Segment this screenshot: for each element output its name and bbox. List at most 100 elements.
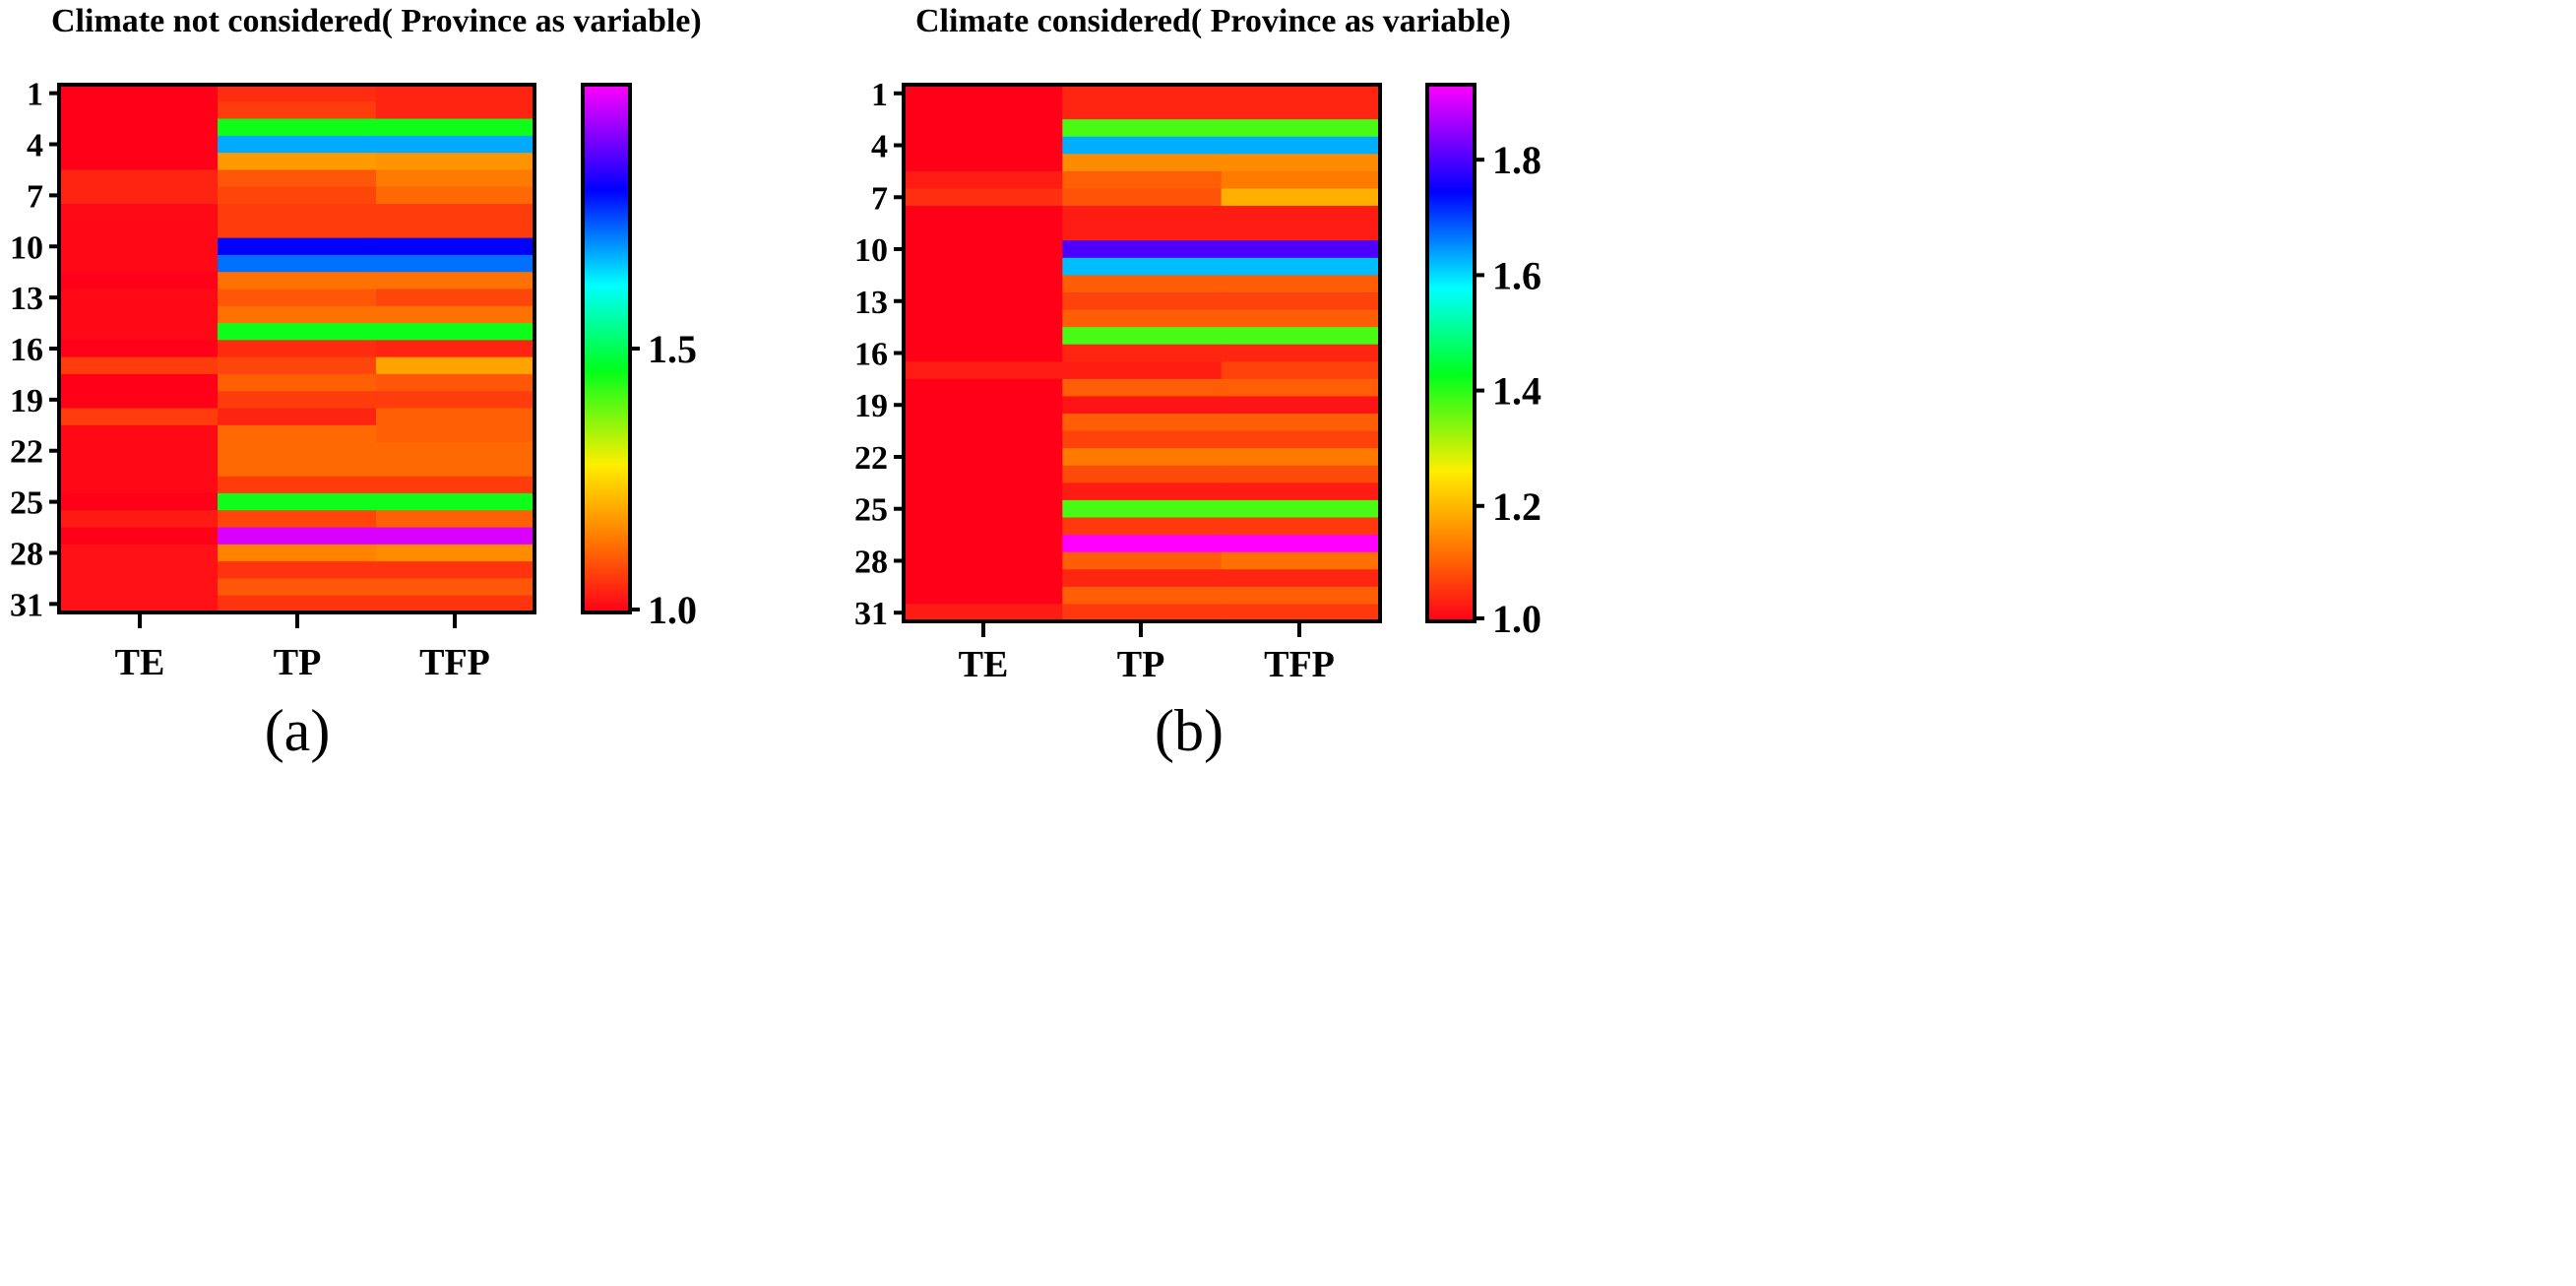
heatmap-cell <box>59 272 219 290</box>
heatmap-cell <box>218 459 377 478</box>
heatmap-cell <box>1221 396 1381 415</box>
heatmap-cell <box>218 101 377 120</box>
heatmap-cell <box>376 578 535 597</box>
heatmap-cell <box>376 153 535 171</box>
colorbar-gradient-a <box>581 83 632 614</box>
heatmap-cell <box>59 492 219 511</box>
heatmap-cell <box>1221 499 1381 519</box>
heatmap-cell <box>904 327 1063 346</box>
x-axis-a: TE TP TFP <box>115 612 490 683</box>
y-tick-label: 16 <box>10 332 43 368</box>
heatmap-cell <box>1062 257 1223 276</box>
heatmap-cell <box>1221 378 1381 398</box>
heatmap-cell <box>218 408 377 426</box>
heatmap-cell <box>1062 136 1223 155</box>
heatmap-cell <box>218 391 377 410</box>
heatmap-cell <box>904 430 1063 449</box>
heatmap-cell <box>904 119 1063 138</box>
heatmap-cell <box>59 221 219 239</box>
heatmap-cell <box>1062 170 1223 190</box>
y-tick-label: 22 <box>854 440 888 477</box>
heatmap-cell <box>1062 275 1223 293</box>
heatmap-cell <box>1062 430 1223 449</box>
heatmap-cell <box>376 424 535 443</box>
heatmap-cell <box>1221 448 1381 467</box>
heatmap-cell <box>59 85 219 102</box>
heatmap-cell <box>1221 240 1381 259</box>
heatmap-cell <box>1221 465 1381 483</box>
heatmap-cell <box>376 492 535 511</box>
heatmap-cell <box>1221 586 1381 606</box>
chart-title-a: Climate not considered( Province as vari… <box>51 3 702 39</box>
heatmap-cell <box>376 373 535 392</box>
heatmap-cell <box>218 424 377 443</box>
y-tick-label: 22 <box>10 434 43 471</box>
heatmap-cell <box>59 323 219 341</box>
heatmap-cell <box>59 118 219 137</box>
heatmap-cell <box>59 169 219 188</box>
heatmap-cell <box>218 289 377 307</box>
y-axis-b: 1 4 7 10 13 16 19 22 25 28 31 <box>854 77 904 632</box>
y-tick-label: 13 <box>10 281 43 317</box>
heatmap-cell <box>1221 535 1381 553</box>
heatmap-cell <box>904 223 1063 241</box>
heatmap-cell <box>1221 291 1381 311</box>
heatmap-cell <box>59 186 219 205</box>
heatmap-cell <box>1062 223 1223 241</box>
heatmap-cell <box>1062 448 1223 467</box>
heatmap-cell <box>1062 344 1223 362</box>
heatmap-cell <box>59 510 219 529</box>
colorbar-tick-label: 1.5 <box>648 327 697 371</box>
heatmap-cell <box>59 340 219 358</box>
heatmap-cell <box>376 305 535 324</box>
y-tick-label: 25 <box>10 485 43 522</box>
heatmap-cell <box>904 188 1063 207</box>
heatmap-cell <box>1221 604 1381 622</box>
heatmap-cell <box>1221 430 1381 449</box>
heatmap-cell <box>218 492 377 511</box>
heatmap-cell <box>904 448 1063 467</box>
heatmap-cell <box>904 551 1063 570</box>
colorbar-gradient-b <box>1425 83 1476 623</box>
colorbar-b: 1.0 1.2 1.4 1.6 1.8 <box>1425 83 1541 641</box>
heatmap-cell <box>59 476 219 494</box>
y-tick-label: 1 <box>27 77 43 113</box>
heatmap-cell <box>218 340 377 358</box>
heatmap-cell <box>59 204 219 222</box>
heatmap-cell <box>904 535 1063 553</box>
y-tick-label: 4 <box>871 129 888 165</box>
heatmap-cell <box>59 237 219 256</box>
heatmap-cell <box>904 101 1063 120</box>
heatmap-cell <box>904 465 1063 483</box>
heatmap-cell <box>218 135 377 154</box>
colorbar-tick-label: 1.0 <box>1492 597 1541 641</box>
heatmap-cell <box>1221 136 1381 155</box>
heatmap-cell <box>376 442 535 460</box>
heatmap-cell <box>59 153 219 171</box>
heatmap-cell <box>376 408 535 426</box>
heatmap-cell <box>1221 257 1381 276</box>
heatmap-cell <box>376 323 535 341</box>
y-tick-label: 7 <box>871 180 888 217</box>
panel-label-a: (a) <box>265 698 331 763</box>
heatmap-cell <box>218 442 377 460</box>
heatmap-cell <box>218 561 377 580</box>
colorbar-tick-label: 1.0 <box>648 588 697 632</box>
heatmap-cell <box>1221 154 1381 172</box>
heatmap-cell <box>376 561 535 580</box>
x-tick-label: TE <box>959 644 1009 685</box>
heatmap-cells-b <box>904 85 1381 622</box>
heatmap-cell <box>1221 101 1381 120</box>
colorbar-tick-label: 1.4 <box>1492 369 1541 414</box>
heatmap-cell <box>376 476 535 494</box>
heatmap-cell <box>59 442 219 460</box>
heatmap-cell <box>218 510 377 529</box>
heatmap-cell <box>376 118 535 137</box>
heatmap-cell <box>59 408 219 426</box>
heatmap-cell <box>904 499 1063 519</box>
heatmap-cell <box>376 85 535 102</box>
heatmap-cell <box>59 391 219 410</box>
heatmap-cell <box>59 544 219 562</box>
heatmap-cell <box>376 221 535 239</box>
heatmap-cell <box>1062 240 1223 259</box>
